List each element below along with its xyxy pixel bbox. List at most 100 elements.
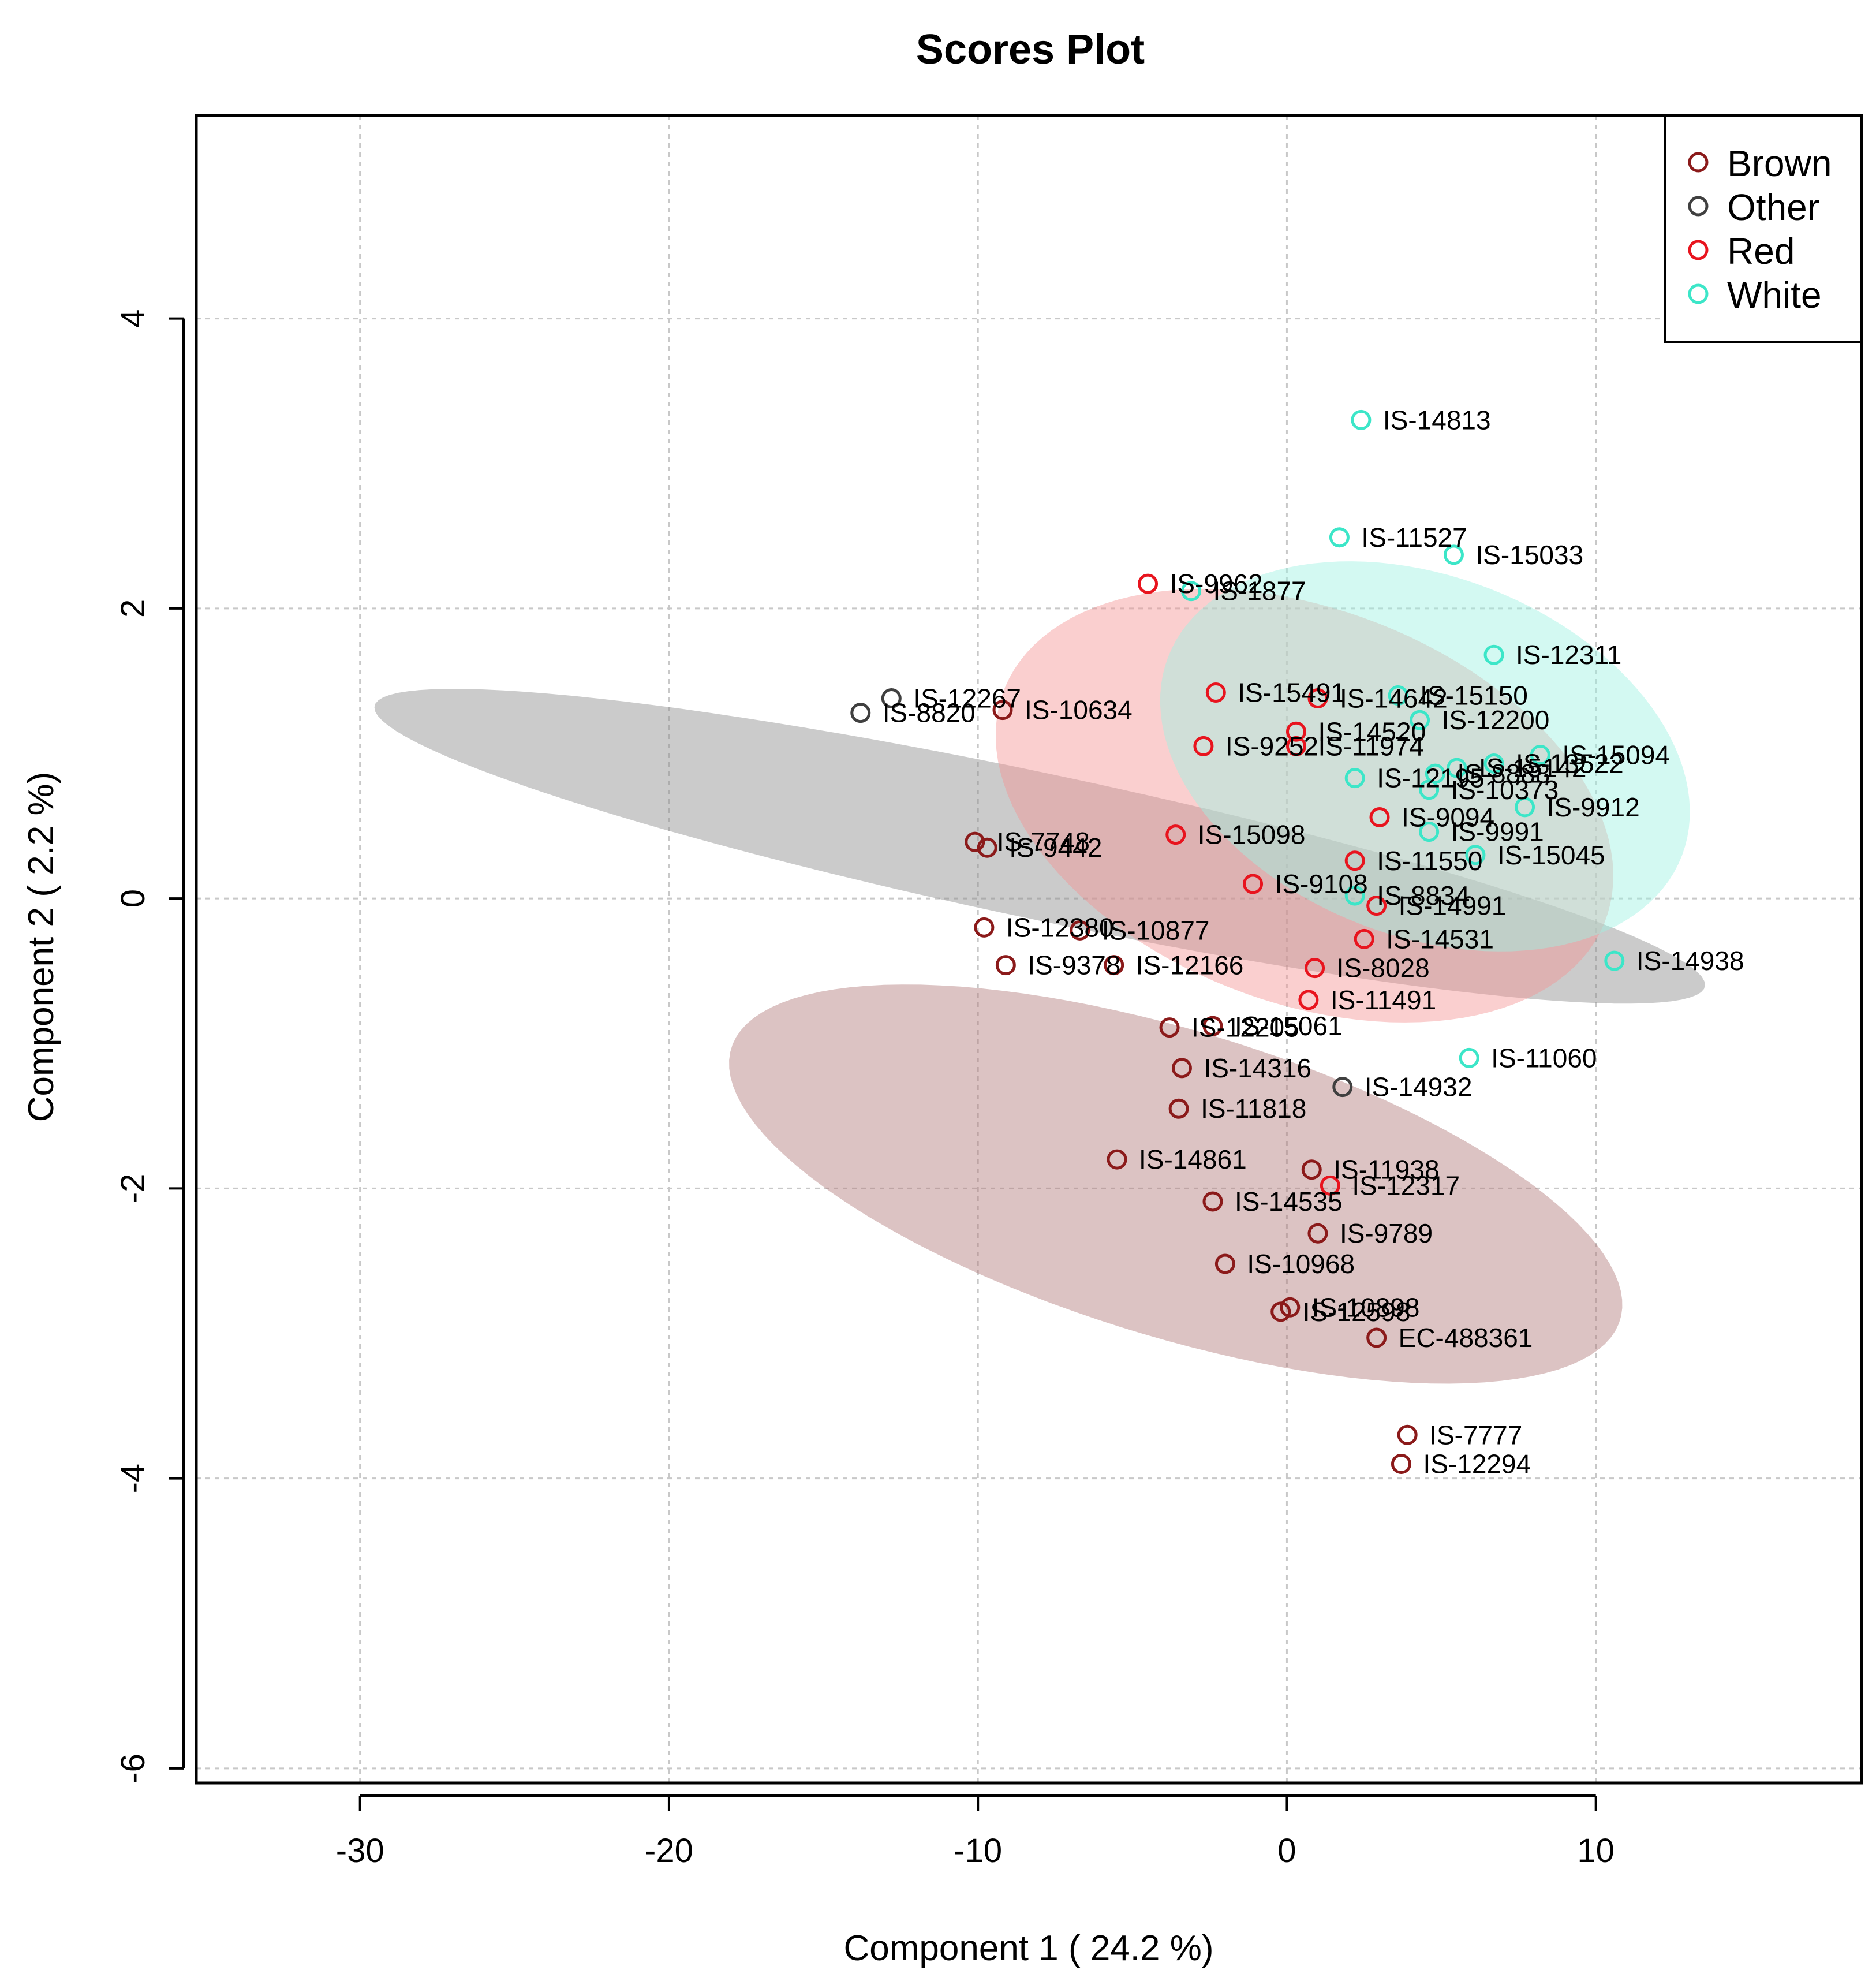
point-is-12598: [1270, 1301, 1291, 1322]
point-label: IS-9094: [1402, 802, 1494, 832]
ellipse-red: [996, 588, 1613, 1023]
point-label: IS-11527: [1361, 523, 1467, 553]
point-label: IS-12195: [1377, 763, 1485, 793]
point-label: IS-12166: [1136, 950, 1244, 980]
legend-label: White: [1727, 274, 1822, 316]
point-is-1877: [1181, 581, 1202, 602]
confidence-ellipses: [374, 561, 1705, 1384]
y-tick-label: -4: [114, 1464, 152, 1494]
point-is-14531: [1354, 928, 1374, 949]
point-is-12294: [1391, 1454, 1411, 1475]
point-is-15061: [1202, 1016, 1223, 1036]
point-label: IS-12311: [1516, 640, 1621, 670]
legend-marker: [1688, 152, 1709, 173]
point-label: IS-11550: [1377, 846, 1482, 876]
point-is-14316: [1171, 1058, 1192, 1079]
y-tick-label: 2: [114, 599, 152, 618]
point-is-15491: [1205, 682, 1226, 703]
point-is-9442: [977, 837, 997, 858]
legend-marker: [1688, 196, 1709, 217]
legend-marker: [1688, 240, 1709, 260]
point-is-14861: [1107, 1149, 1127, 1170]
point-is-15142: [1447, 758, 1467, 778]
legend-item-red: Red: [1688, 230, 1795, 272]
legend-marker: [1688, 283, 1709, 304]
point-label: IS-9962: [1170, 569, 1263, 599]
point-label: IS-9108: [1275, 869, 1368, 899]
ellipse-brown: [729, 984, 1623, 1384]
point-is-12166: [1104, 955, 1124, 976]
point-is-14813: [1351, 409, 1372, 430]
point-label: IS-14991: [1399, 891, 1507, 921]
point-label: IS-8028: [1337, 953, 1430, 983]
legend-item-white: White: [1688, 274, 1822, 316]
point-label: IS-14531: [1386, 924, 1494, 954]
point-is-14520: [1285, 721, 1306, 742]
x-tick-label: -10: [954, 1832, 1002, 1870]
point-is-11491: [1298, 990, 1319, 1010]
point-is-15094: [1530, 744, 1550, 765]
point-is-15098: [1165, 824, 1186, 845]
legend-item-brown: Brown: [1688, 143, 1832, 184]
point-label: IS-10634: [1025, 695, 1133, 725]
point-ec-488361: [1366, 1327, 1387, 1348]
y-tick-label: 4: [114, 309, 152, 327]
point-is-10898: [1280, 1297, 1301, 1318]
legend-label: Other: [1727, 186, 1819, 228]
point-label: IS-12317: [1352, 1170, 1460, 1200]
point-label: IS-14813: [1383, 405, 1491, 435]
y-axis: -6 -4 -2 0 2 4: [114, 309, 185, 1783]
y-axis-label: Component 2 ( 2.2 %): [21, 772, 61, 1122]
point-labels: IS-14813 IS-11527 IS-15033 IS-1877 IS-12311 I…: [883, 405, 1744, 1479]
point-label: IS-9912: [1547, 792, 1640, 822]
point-is-15150: [1388, 685, 1408, 706]
point-label: IS-13522: [1516, 749, 1624, 779]
point-label: IS-15098: [1198, 820, 1306, 850]
x-axis-label: Component 1 ( 24.2 %): [843, 1928, 1213, 1968]
point-is-14642: [1307, 688, 1328, 709]
point-label: IS-1877: [1213, 576, 1306, 606]
point-is-9962: [1138, 573, 1159, 594]
point-is-10373: [1419, 779, 1440, 800]
x-tick-label: -20: [645, 1832, 693, 1870]
point-label: IS-11491: [1331, 985, 1436, 1015]
point-label: IS-12200: [1442, 705, 1550, 735]
point-is-7748: [965, 831, 985, 852]
point-label: IS-14316: [1204, 1053, 1311, 1083]
point-is-8834: [1344, 885, 1365, 906]
point-label: IS-10968: [1247, 1249, 1355, 1279]
point-is-15033: [1443, 544, 1464, 565]
point-label: EC-488361: [1399, 1323, 1533, 1353]
point-is-9252: [1193, 736, 1214, 756]
x-tick-label: 0: [1277, 1832, 1296, 1870]
point-label: IS-14938: [1636, 946, 1744, 976]
score-points: [850, 409, 1625, 1475]
point-label: IS-14535: [1235, 1186, 1343, 1217]
point-is-11527: [1329, 527, 1350, 548]
point-label: IS-9378: [1027, 950, 1120, 980]
point-is-9094: [1369, 807, 1390, 827]
point-label: IS-15033: [1475, 540, 1583, 570]
point-is-12311: [1483, 644, 1504, 665]
point-is-14535: [1202, 1191, 1223, 1212]
point-is-9378: [995, 955, 1016, 976]
point-label: IS-12598: [1303, 1297, 1411, 1327]
x-tick-label: 10: [1577, 1832, 1615, 1870]
point-label: IS-14932: [1365, 1072, 1473, 1102]
point-label: IS-7777: [1429, 1420, 1522, 1450]
point-label: IS-14642: [1340, 684, 1448, 714]
legend-label: Brown: [1727, 143, 1832, 184]
point-label: IS-15061: [1235, 1011, 1343, 1041]
point-label: IS-15094: [1562, 740, 1670, 770]
point-is-10968: [1214, 1253, 1235, 1274]
point-is-14938: [1604, 950, 1625, 971]
point-is-12380: [974, 917, 995, 938]
ellipse-white: [1160, 561, 1690, 952]
point-is-9789: [1307, 1223, 1328, 1244]
point-is-9912: [1515, 797, 1535, 818]
point-label: IS-11060: [1491, 1043, 1597, 1073]
point-is-8028: [1305, 958, 1325, 979]
point-is-11060: [1459, 1047, 1479, 1068]
